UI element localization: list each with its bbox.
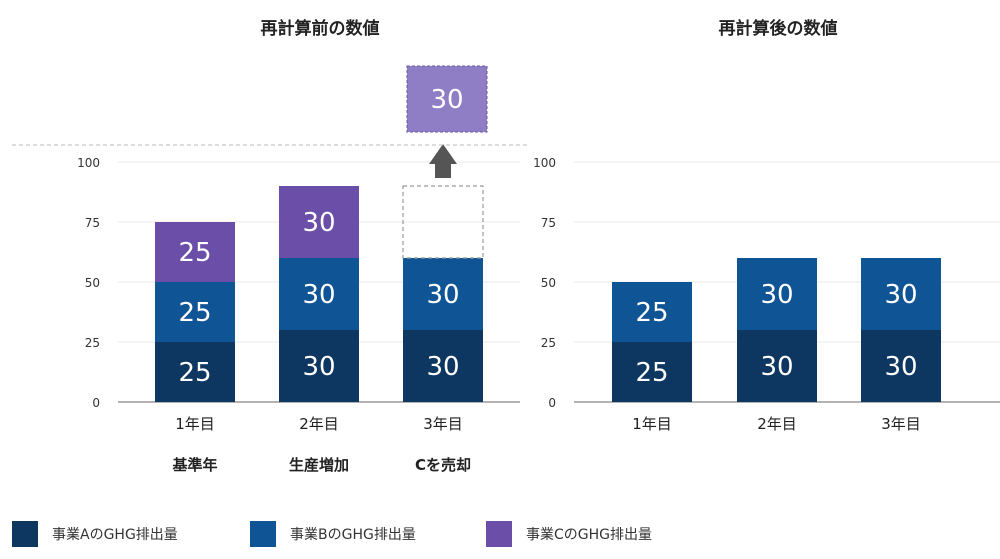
legend-item-a: 事業AのGHG排出量 bbox=[12, 518, 178, 550]
y-tick-label-1-100: 100 bbox=[533, 156, 556, 170]
x-tick-label-1-1: 2年目 bbox=[757, 415, 797, 433]
x-tick-label-1-0: 1年目 bbox=[632, 415, 672, 433]
removed-segment-outline bbox=[402, 185, 484, 259]
legend-swatch-c bbox=[486, 521, 512, 547]
bar-0-2-1 bbox=[403, 258, 483, 330]
legend-label-a: 事業AのGHG排出量 bbox=[52, 527, 178, 543]
bar-label-1-0-1: 25 bbox=[635, 298, 668, 328]
bar-1-0-1 bbox=[612, 282, 692, 342]
y-tick-label-1-25: 25 bbox=[541, 336, 556, 350]
bar-label-0-1-0: 30 bbox=[302, 352, 335, 382]
bar-label-0-2-0: 30 bbox=[426, 352, 459, 382]
y-tick-label-0-25: 25 bbox=[85, 336, 100, 350]
bar-label-1-1-1: 30 bbox=[760, 280, 793, 310]
x-tick-label-0-2: 3年目 bbox=[423, 415, 463, 433]
legend-label-b: 事業BのGHG排出量 bbox=[290, 527, 416, 543]
bar-1-2-1 bbox=[861, 258, 941, 330]
y-tick-label-0-50: 50 bbox=[85, 276, 100, 290]
x-tick-label-1-2: 3年目 bbox=[881, 415, 921, 433]
y-tick-label-0-0: 0 bbox=[92, 396, 100, 410]
bar-0-0-2 bbox=[155, 222, 235, 282]
bar-0-0-1 bbox=[155, 282, 235, 342]
removal-arrow-icon bbox=[429, 144, 457, 178]
x-tick-label-0-0: 1年目 bbox=[175, 415, 215, 433]
y-tick-label-1-50: 50 bbox=[541, 276, 556, 290]
legend-swatch-b bbox=[250, 521, 276, 547]
y-tick-label-0-75: 75 bbox=[85, 216, 100, 230]
bar-0-1-1 bbox=[279, 258, 359, 330]
bar-0-1-2 bbox=[279, 186, 359, 258]
bar-0-1-0 bbox=[279, 330, 359, 402]
bar-1-1-0 bbox=[737, 330, 817, 402]
y-tick-label-1-0: 0 bbox=[548, 396, 556, 410]
bar-1-0-0 bbox=[612, 342, 692, 402]
removed-segment-block bbox=[406, 65, 488, 133]
category-note-0-1: 生産増加 bbox=[289, 456, 349, 474]
bar-label-1-0-0: 25 bbox=[635, 358, 668, 388]
legend-item-b: 事業BのGHG排出量 bbox=[250, 518, 416, 550]
legend: 事業AのGHG排出量 事業BのGHG排出量 事業CのGHG排出量 bbox=[0, 518, 1000, 550]
bar-label-1-2-1: 30 bbox=[884, 280, 917, 310]
y-tick-label-0-100: 100 bbox=[77, 156, 100, 170]
legend-item-c: 事業CのGHG排出量 bbox=[486, 518, 652, 550]
bar-label-0-2-1: 30 bbox=[426, 280, 459, 310]
bar-label-1-2-0: 30 bbox=[884, 352, 917, 382]
bar-label-0-1-1: 30 bbox=[302, 280, 335, 310]
bar-1-1-1 bbox=[737, 258, 817, 330]
y-tick-label-1-75: 75 bbox=[541, 216, 556, 230]
bar-label-0-0-0: 25 bbox=[178, 358, 211, 388]
bar-label-0-0-1: 25 bbox=[178, 298, 211, 328]
bar-0-2-0 bbox=[403, 330, 483, 402]
chart-title-0: 再計算前の数値 bbox=[261, 18, 380, 39]
bar-label-0-1-2: 30 bbox=[302, 208, 335, 238]
category-note-0-2: Cを売却 bbox=[415, 456, 471, 474]
bar-label-1-1-0: 30 bbox=[760, 352, 793, 382]
legend-label-c: 事業CのGHG排出量 bbox=[526, 527, 652, 543]
bar-0-0-0 bbox=[155, 342, 235, 402]
bar-label-0-0-2: 25 bbox=[178, 238, 211, 268]
category-note-0-0: 基準年 bbox=[171, 456, 217, 474]
chart-title-1: 再計算後の数値 bbox=[719, 18, 838, 39]
x-tick-label-0-1: 2年目 bbox=[299, 415, 339, 433]
removed-segment-label: 30 bbox=[430, 85, 463, 115]
bar-1-2-0 bbox=[861, 330, 941, 402]
legend-swatch-a bbox=[12, 521, 38, 547]
